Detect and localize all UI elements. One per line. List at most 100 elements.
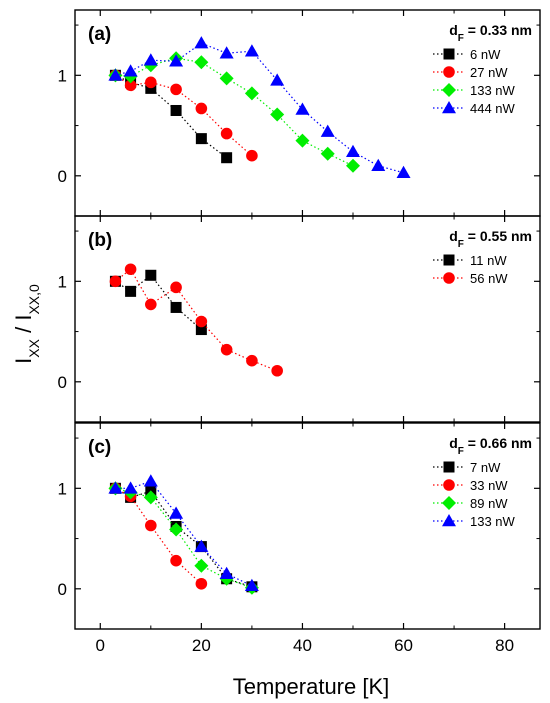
- panel-label: (a): [88, 24, 111, 45]
- legend-label: 133 nW: [470, 83, 516, 98]
- data-point: [143, 490, 158, 505]
- data-point: [195, 577, 208, 590]
- legend-entry: 7 nW: [433, 460, 501, 475]
- panel-frame: [74, 422, 541, 630]
- series-133-nW: [108, 51, 360, 173]
- data-point: [219, 566, 234, 579]
- thickness-prefix: d: [449, 22, 458, 38]
- data-point: [220, 127, 233, 140]
- legend-marker: [443, 479, 455, 491]
- thickness-value: = 0.33 nm: [464, 22, 532, 38]
- data-point: [124, 263, 137, 276]
- y-tick-label: 1: [58, 66, 67, 85]
- y-tick-label: 1: [58, 479, 67, 498]
- legend-entry: 11 nW: [433, 253, 507, 268]
- data-point: [194, 55, 209, 70]
- series-89-nW: [108, 481, 259, 595]
- data-point: [170, 83, 182, 96]
- y-axis-title-main: I: [11, 358, 36, 364]
- data-point: [345, 144, 360, 157]
- data-point: [170, 281, 182, 294]
- thickness-prefix: d: [449, 435, 458, 451]
- panel-3: 0 1 (c) dF = 0.66 nm 7 nW 33 nW 89 nW 133 nW 0 20…: [58, 422, 541, 655]
- data-point: [169, 54, 184, 67]
- data-point: [123, 481, 138, 494]
- thickness-label: dF = 0.66 nm: [449, 435, 532, 457]
- data-point: [125, 285, 137, 297]
- legend-label: 33 nW: [470, 478, 508, 493]
- thickness-label: dF = 0.33 nm: [449, 22, 532, 44]
- data-point: [195, 102, 208, 115]
- data-point: [219, 71, 234, 86]
- data-point: [194, 539, 209, 552]
- legend-entry: 6 nW: [433, 47, 501, 62]
- x-tick-label: 40: [293, 636, 312, 655]
- legend-marker: [443, 272, 455, 284]
- panel-frame: [74, 215, 541, 423]
- data-point: [219, 46, 234, 59]
- y-tick-label: 1: [58, 272, 67, 291]
- legend-label: 7 nW: [470, 460, 501, 475]
- legend-label: 89 nW: [470, 496, 508, 511]
- data-point: [221, 152, 233, 164]
- legend-label: 27 nW: [470, 65, 508, 80]
- y-axis-title-sub2: XX,0: [26, 284, 42, 315]
- data-point: [396, 165, 411, 179]
- x-tick-label: 60: [394, 636, 413, 655]
- legend-entry: 33 nW: [433, 478, 508, 493]
- data-point: [295, 102, 310, 115]
- data-point: [145, 269, 157, 281]
- legend-marker: [443, 254, 455, 266]
- x-axis-title: Temperature [K]: [233, 674, 390, 699]
- data-point: [195, 324, 207, 336]
- data-point: [145, 76, 157, 89]
- data-point: [295, 133, 310, 148]
- legend-label: 133 nW: [470, 514, 516, 529]
- y-axis-title-sep: / I: [11, 315, 36, 339]
- legend-marker: [443, 48, 455, 60]
- data-point: [194, 36, 209, 49]
- legend-marker: [442, 496, 456, 510]
- data-point: [195, 315, 208, 328]
- y-axis-title: IXX / IXX,0: [11, 284, 42, 364]
- data-point: [109, 275, 122, 288]
- data-point: [145, 519, 157, 532]
- legend-entry: 27 nW: [433, 65, 508, 80]
- series-56-nW: [109, 263, 283, 377]
- series-133-nW: [108, 474, 259, 592]
- legend-marker: [442, 101, 456, 114]
- data-point: [320, 146, 335, 161]
- panel-1: 0 1 (a) dF = 0.33 nm 6 nW 27 nW 133 nW 444 nW: [58, 9, 541, 217]
- data-point: [195, 133, 207, 145]
- data-point: [123, 64, 138, 77]
- thickness-sub: F: [458, 446, 464, 457]
- x-tick-label: 0: [96, 636, 105, 655]
- data-point: [244, 578, 259, 592]
- legend-label: 11 nW: [470, 253, 507, 268]
- series-line: [115, 274, 202, 331]
- series-33-nW: [109, 482, 208, 590]
- data-point: [170, 301, 182, 313]
- series-444-nW: [108, 36, 411, 179]
- thickness-label: dF = 0.55 nm: [449, 228, 532, 250]
- data-point: [108, 68, 123, 81]
- x-tick-label: 80: [495, 636, 514, 655]
- data-point: [220, 343, 233, 356]
- thickness-value: = 0.55 nm: [464, 228, 532, 244]
- thickness-value: = 0.66 nm: [464, 435, 532, 451]
- data-point: [145, 82, 157, 94]
- x-tick-label: 20: [192, 636, 211, 655]
- legend-entry: 56 nW: [433, 271, 508, 286]
- panel-label: (c): [88, 437, 111, 458]
- data-point: [143, 53, 158, 66]
- series-line: [115, 42, 404, 174]
- legend-marker: [443, 66, 455, 78]
- series-line: [115, 487, 253, 588]
- legend-entry: 133 nW: [433, 83, 516, 98]
- legend-label: 56 nW: [470, 271, 508, 286]
- legend-marker: [442, 83, 456, 97]
- series-line: [115, 487, 253, 589]
- data-point: [169, 522, 184, 537]
- data-point: [244, 86, 259, 101]
